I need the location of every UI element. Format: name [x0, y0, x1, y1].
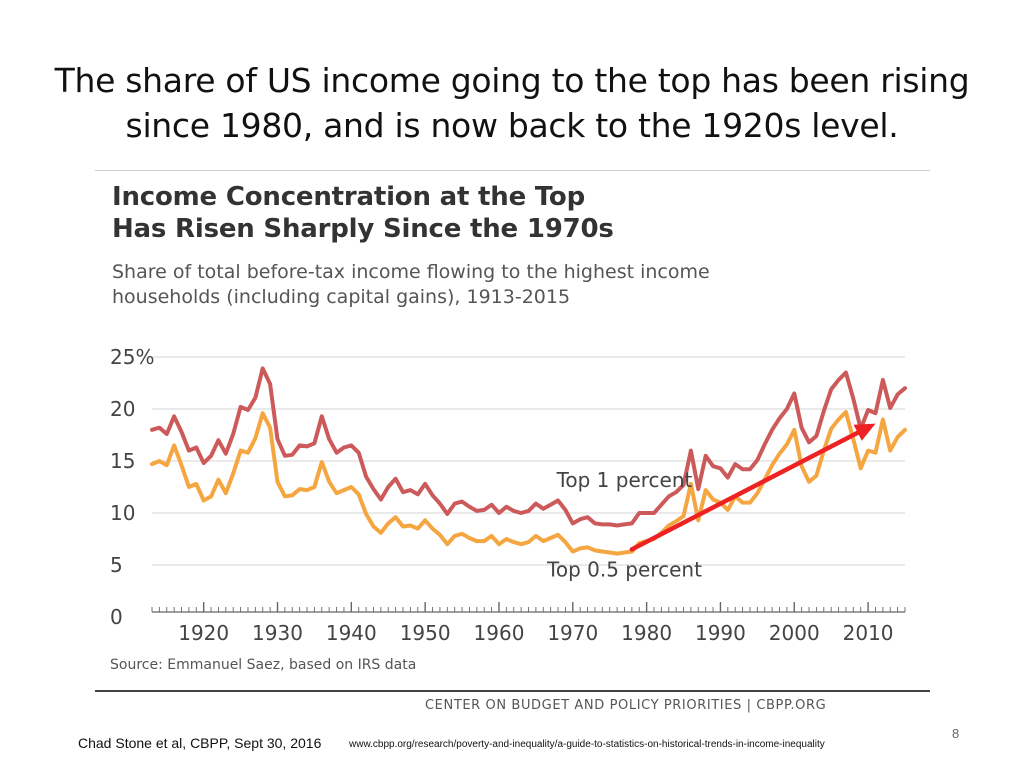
x-tick-label-1990: 1990: [695, 621, 746, 645]
x-tick-label-1920: 1920: [178, 621, 229, 645]
chart-source: Source: Emmanuel Saez, based on IRS data: [110, 657, 417, 673]
chart-title: Income Concentration at the Top Has Rise…: [112, 181, 614, 245]
figure-bottom-rule: [95, 690, 930, 692]
series-line-top-1-percent: [150, 366, 907, 528]
chart-subtitle-line-2: households (including capital gains), 19…: [112, 286, 571, 308]
y-tick-label-25: 25%: [110, 345, 154, 369]
slide-title-line-2: since 1980, and is now back to the 1920s…: [125, 106, 899, 145]
series-line-top-0-5-percent: [150, 410, 907, 556]
x-tick-label-1950: 1950: [400, 621, 451, 645]
x-tick-label-1930: 1930: [252, 621, 303, 645]
series-label-top-1-percent: Top 1 percent: [556, 468, 693, 492]
chart-title-line-1: Income Concentration at the Top: [112, 182, 586, 212]
chart-subtitle-line-1: Share of total before-tax income flowing…: [112, 261, 710, 283]
footer-url-link[interactable]: www.cbpp.org/research/poverty-and-inequa…: [349, 739, 825, 750]
trend-arrow-shaft: [629, 430, 860, 552]
chart-title-line-2: Has Risen Sharply Since the 1970s: [112, 214, 614, 244]
y-tick-label-10: 10: [110, 501, 135, 525]
x-tick-label-2000: 2000: [769, 621, 820, 645]
x-tick-label-1960: 1960: [474, 621, 525, 645]
x-tick-label-1940: 1940: [326, 621, 377, 645]
chart-subtitle: Share of total before-tax income flowing…: [112, 260, 710, 310]
x-tick-label-1980: 1980: [621, 621, 672, 645]
y-tick-label-5: 5: [110, 553, 123, 577]
figure-top-rule: [95, 170, 930, 171]
trend-arrow-head: [853, 423, 876, 441]
slide-title: The share of US income going to the top …: [30, 58, 994, 148]
y-tick-label-20: 20: [110, 397, 135, 421]
y-tick-label-15: 15: [110, 449, 135, 473]
chart-credit: CENTER ON BUDGET AND POLICY PRIORITIES |…: [425, 698, 827, 713]
page-number: 8: [952, 726, 960, 741]
y-tick-label-0: 0: [110, 605, 123, 629]
footer-citation: Chad Stone et al, CBPP, Sept 30, 2016: [78, 735, 322, 751]
x-tick-label-2010: 2010: [843, 621, 894, 645]
x-tick-label-1970: 1970: [547, 621, 598, 645]
slide-title-line-1: The share of US income going to the top …: [54, 61, 970, 100]
series-label-top-0-5-percent: Top 0.5 percent: [546, 557, 702, 581]
